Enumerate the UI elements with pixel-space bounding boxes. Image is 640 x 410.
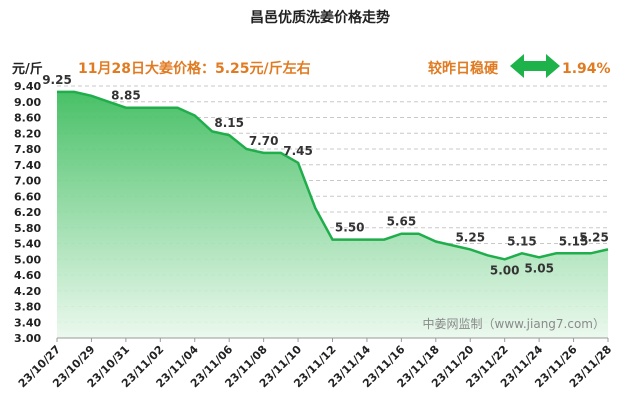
y-tick-label: 7.00 [14, 175, 41, 188]
y-tick-label: 5.40 [14, 238, 41, 251]
y-tick-label: 5.80 [14, 222, 41, 235]
y-tick-label: 8.20 [14, 127, 41, 140]
y-tick-label: 7.80 [14, 143, 41, 156]
y-tick-label: 9.40 [14, 80, 41, 93]
y-tick-label: 3.80 [14, 301, 41, 314]
y-tick-label: 9.00 [14, 96, 41, 109]
data-label: 5.25 [455, 230, 485, 244]
watermark: 中姜网监制（www.jiang7.com） [423, 316, 605, 331]
y-tick-label: 3.00 [14, 332, 41, 345]
y-axis-unit: 元/斤 [12, 61, 43, 77]
double-arrow-icon [510, 54, 560, 78]
y-tick-label: 6.60 [14, 190, 41, 203]
y-tick-label: 4.60 [14, 269, 41, 282]
data-label: 8.85 [111, 89, 141, 103]
compare-value: 1.94% [562, 61, 611, 77]
data-label: 5.50 [335, 221, 365, 235]
y-tick-label: 4.20 [14, 285, 41, 298]
data-label: 5.00 [490, 263, 520, 277]
data-label: 5.25 [579, 230, 609, 244]
y-tick-label: 3.40 [14, 316, 41, 329]
data-label: 5.65 [387, 215, 417, 229]
data-label: 5.05 [524, 261, 554, 275]
data-label: 7.45 [283, 144, 313, 158]
y-tick-label: 6.20 [14, 206, 41, 219]
data-labels: 9.25 8.85 8.15 7.70 7.45 5.50 5.65 5.25 5.00 5.15… [42, 73, 609, 277]
price-line [57, 90, 609, 261]
y-tick-label: 5.00 [14, 253, 41, 266]
chart-title: 昌邑优质洗姜价格走势 [250, 9, 390, 26]
data-label: 8.15 [214, 116, 244, 130]
y-tick-label: 8.60 [14, 112, 41, 125]
data-label: 9.25 [42, 73, 72, 87]
data-label: 5.15 [559, 234, 589, 248]
data-label: 7.70 [249, 134, 279, 148]
compare-label: 较昨日稳硬 [428, 60, 499, 77]
price-headline: 11月28日大姜价格：5.25元/斤左右 [78, 60, 311, 77]
y-axis-ticks: 3.00 3.40 3.80 4.20 4.60 5.00 5.40 5.80 6.20 6.60… [14, 80, 41, 345]
data-label: 5.15 [507, 234, 537, 248]
y-tick-label: 7.40 [14, 159, 41, 172]
price-area [57, 91, 608, 339]
x-axis-ticks: 23/10/2723/10/2923/10/3123/11/0223/11/04… [16, 338, 614, 390]
